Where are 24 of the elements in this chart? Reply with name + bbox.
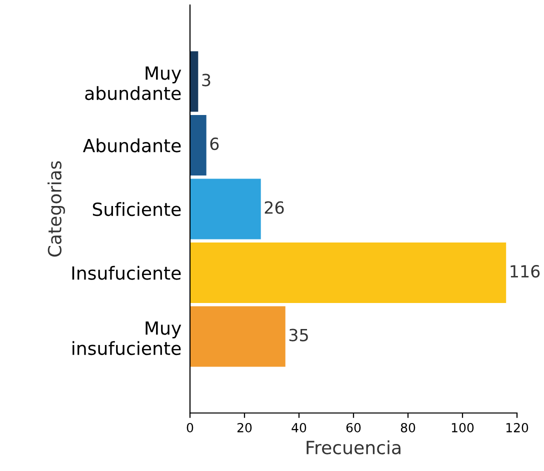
data-label: 3 (202, 74, 210, 86)
x-tick-label: 0 (186, 422, 194, 432)
y-tick-label: Abundante (82, 138, 181, 152)
x-tick-label: 100 (452, 422, 474, 432)
bar (190, 51, 198, 112)
x-tick-label: 20 (237, 422, 252, 432)
y-tick-label: Suficiente (92, 202, 181, 216)
x-tick-label: 60 (346, 422, 361, 432)
x-tick-label: 40 (292, 422, 306, 432)
data-label: 116 (510, 264, 540, 278)
data-label: 6 (210, 137, 219, 150)
x-tick-label: 80 (400, 422, 416, 432)
bar (190, 114, 206, 176)
y-axis-title: Categorias (48, 161, 66, 257)
data-label: 35 (289, 328, 308, 342)
x-tick-label: 120 (506, 422, 528, 432)
bar (190, 178, 261, 240)
x-axis-title: Frecuencia (306, 440, 400, 454)
y-tick-label: Muy abundante (85, 66, 182, 100)
y-tick-label: Insufuciente (72, 266, 181, 280)
bar (190, 306, 286, 367)
data-label: 26 (264, 201, 284, 214)
y-tick-label: Muy insufuciente (72, 321, 182, 356)
bar (190, 242, 506, 304)
